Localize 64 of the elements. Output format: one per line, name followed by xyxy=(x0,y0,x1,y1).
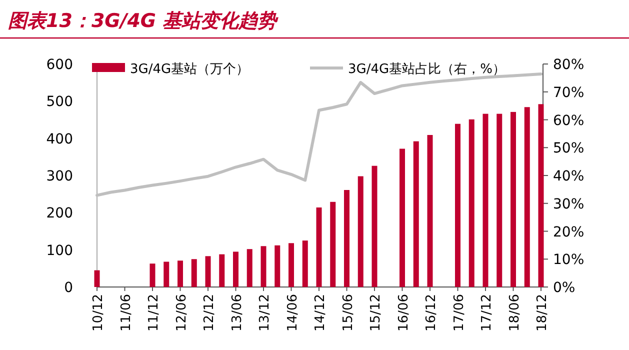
x-tick-label: 13/06 xyxy=(230,294,245,332)
bar xyxy=(219,254,225,287)
y2-tick-label: 30% xyxy=(553,196,584,212)
bar xyxy=(538,104,544,287)
y-tick-label: 200 xyxy=(46,206,73,222)
x-tick-label: 18/12 xyxy=(535,294,550,332)
x-tick-label: 11/12 xyxy=(146,294,162,332)
y-tick-label: 400 xyxy=(46,131,73,148)
x-tick-label: 16/06 xyxy=(396,294,412,332)
bar xyxy=(260,246,266,287)
x-tick-label: 15/06 xyxy=(340,294,356,332)
bar xyxy=(358,176,364,287)
y-tick-label: 300 xyxy=(46,168,73,184)
x-tick-label: 17/12 xyxy=(480,294,494,332)
x-tick-label: 16/12 xyxy=(424,294,439,332)
bar xyxy=(344,190,350,287)
x-tick-label: 14/06 xyxy=(285,294,300,332)
bar xyxy=(330,202,336,287)
bar xyxy=(413,141,419,287)
bar xyxy=(178,260,183,287)
bar xyxy=(400,148,405,287)
chart-title: 图表13：3G/4G 基站变化趋势 xyxy=(8,10,279,32)
x-tick-label: 12/12 xyxy=(202,294,217,332)
bar xyxy=(468,119,474,287)
bar xyxy=(427,134,433,287)
x-tick-label: 14/12 xyxy=(313,294,328,332)
x-tick-label: 18/06 xyxy=(507,294,522,332)
bar xyxy=(205,256,211,287)
y2-tick-label: 50% xyxy=(553,140,584,157)
y2-tick-label: 60% xyxy=(553,112,584,129)
bar xyxy=(455,124,460,287)
bar xyxy=(274,245,280,287)
bar xyxy=(510,112,516,287)
bar xyxy=(164,262,170,287)
bar xyxy=(288,243,294,287)
legend-label: 3G/4G基站占比（右，%） xyxy=(348,62,506,77)
x-tick-label: 12/06 xyxy=(174,294,190,332)
bar xyxy=(246,249,252,287)
x-tick-label: 15/12 xyxy=(368,294,384,332)
bar xyxy=(302,240,308,287)
bar xyxy=(372,166,378,287)
bar xyxy=(233,252,238,287)
y2-tick-label: 10% xyxy=(553,252,584,268)
x-tick-label: 11/06 xyxy=(118,294,134,332)
bar xyxy=(191,259,197,287)
y2-tick-label: 0% xyxy=(553,280,576,296)
x-tick-label: 10/12 xyxy=(91,294,106,332)
y-tick-label: 100 xyxy=(46,242,73,259)
y2-tick-label: 80% xyxy=(553,57,584,73)
legend-label: 3G/4G基站（万个） xyxy=(130,62,250,77)
y2-tick-label: 70% xyxy=(553,84,584,101)
bar xyxy=(496,114,502,287)
y-tick-label: 600 xyxy=(46,57,73,73)
y-tick-label: 500 xyxy=(46,94,73,110)
bar xyxy=(482,114,488,287)
x-tick-label: 17/06 xyxy=(452,294,467,332)
y-tick-label: 0 xyxy=(64,280,73,296)
bar xyxy=(150,264,156,287)
bar xyxy=(524,107,530,287)
x-tick-label: 13/12 xyxy=(258,294,272,332)
bar xyxy=(316,207,322,287)
y2-tick-label: 20% xyxy=(553,224,584,240)
bar xyxy=(94,270,100,287)
y2-tick-label: 40% xyxy=(553,168,584,184)
